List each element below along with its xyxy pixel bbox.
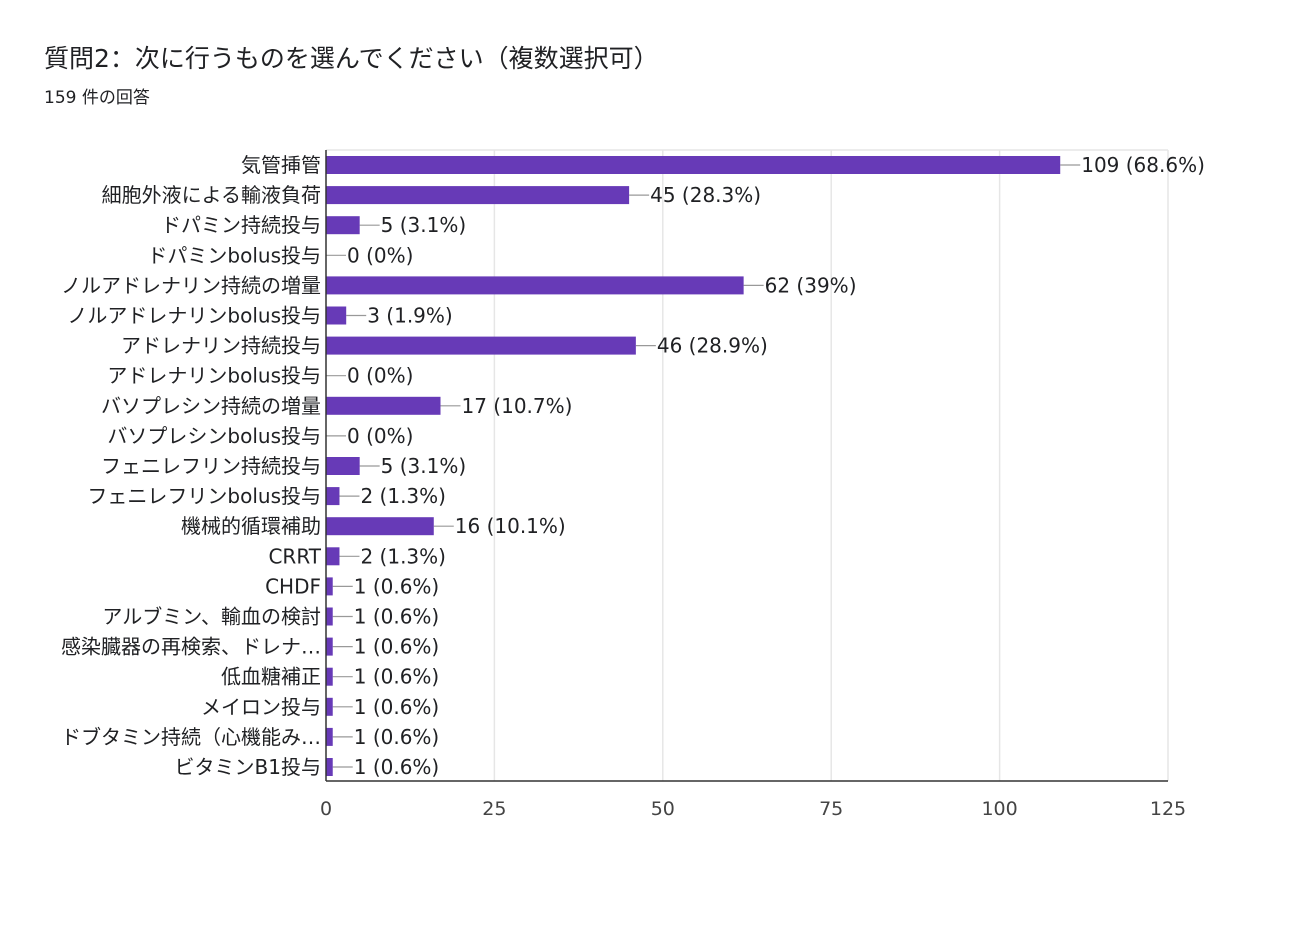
category-label: アドレナリンbolus投与: [107, 364, 321, 388]
data-label: 5 (3.1%): [381, 454, 467, 478]
data-label: 16 (10.1%): [455, 514, 566, 538]
bar: [326, 727, 333, 746]
category-label: フェニレフリン持続投与: [101, 454, 321, 478]
category-label: ノルアドレナリンbolus投与: [67, 304, 321, 328]
category-label: フェニレフリンbolus投与: [87, 484, 321, 508]
bar: [326, 216, 360, 235]
category-label: ドパミンbolus投与: [147, 243, 321, 267]
category-labels: 気管挿管細胞外液による輸液負荷ドパミン持続投与ドパミンbolus投与ノルアドレナ…: [61, 153, 322, 779]
data-label: 1 (0.6%): [354, 574, 440, 598]
data-label: 109 (68.6%): [1081, 153, 1205, 177]
bar: [326, 336, 636, 355]
data-label: 1 (0.6%): [354, 755, 440, 779]
data-label: 2 (1.3%): [360, 544, 446, 568]
leader-lines: [326, 164, 1081, 768]
data-label: 0 (0%): [347, 243, 413, 267]
data-label: 5 (3.1%): [381, 213, 467, 237]
category-label: 細胞外液による輸液負荷: [102, 183, 321, 207]
data-label: 62 (39%): [765, 273, 857, 297]
category-label: ドパミン持続投与: [161, 213, 321, 237]
bar: [326, 577, 333, 596]
bar: [326, 517, 434, 536]
axes: [325, 150, 1168, 782]
data-label: 46 (28.9%): [657, 334, 768, 358]
bar: [326, 697, 333, 716]
category-label: 感染臓器の再検索、ドレナ…: [61, 635, 321, 659]
value-labels: 109 (68.6%) 45 (28.3%) 5 (3.1%) 0 (0%) 62 (3…: [347, 153, 1205, 779]
data-label: 1 (0.6%): [354, 665, 440, 689]
category-label: ドブタミン持続（心機能み…: [61, 725, 321, 749]
bar: [326, 758, 333, 776]
bar: [326, 607, 333, 626]
bar: [326, 306, 347, 325]
bar: [326, 457, 360, 475]
data-label: 0 (0%): [347, 364, 413, 388]
x-tick-label: 50: [651, 798, 675, 820]
data-label: 3 (1.9%): [367, 304, 453, 328]
bar: [326, 156, 1061, 174]
data-label: 45 (28.3%): [650, 183, 761, 207]
grid-lines: [326, 149, 1169, 781]
bar: [326, 637, 333, 656]
bar: [326, 276, 744, 295]
response-count: 159 件の回答: [44, 88, 150, 108]
data-label: 2 (1.3%): [360, 484, 446, 508]
bars: [326, 156, 1061, 776]
data-label: 1 (0.6%): [354, 635, 440, 659]
category-label: 機械的循環補助: [181, 514, 321, 538]
category-label: アルブミン、輸血の検討: [102, 605, 321, 629]
chart-title: 質問2：次に行うものを選んでください（複数選択可）: [44, 44, 659, 73]
x-tick-label: 125: [1150, 798, 1186, 820]
x-tick-labels: 0 25 50 75 100 125: [320, 798, 1186, 820]
category-label: CHDF: [265, 574, 321, 598]
data-label: 1 (0.6%): [354, 605, 440, 629]
category-label: アドレナリン持続投与: [121, 334, 321, 358]
bar: [326, 186, 630, 205]
data-label: 1 (0.6%): [354, 695, 440, 719]
bar: [326, 487, 340, 506]
data-label: 17 (10.7%): [462, 394, 573, 418]
category-label: 低血糖補正: [221, 665, 321, 689]
category-label: ビタミンB1投与: [175, 755, 321, 779]
x-tick-label: 0: [320, 798, 332, 820]
category-label: バソプレシン持続の増量: [101, 394, 321, 418]
category-label: 気管挿管: [241, 153, 321, 177]
x-tick-label: 25: [482, 798, 506, 820]
x-tick-label: 100: [981, 798, 1017, 820]
bar: [326, 396, 441, 415]
x-tick-label: 75: [819, 798, 843, 820]
category-label: メイロン投与: [201, 695, 321, 719]
category-label: バソプレシンbolus投与: [107, 424, 321, 448]
bar: [326, 667, 333, 686]
category-label: ノルアドレナリン持続の増量: [61, 273, 321, 297]
category-label: CRRT: [268, 544, 321, 568]
bar: [326, 547, 340, 566]
data-label: 1 (0.6%): [354, 725, 440, 749]
data-label: 0 (0%): [347, 424, 413, 448]
